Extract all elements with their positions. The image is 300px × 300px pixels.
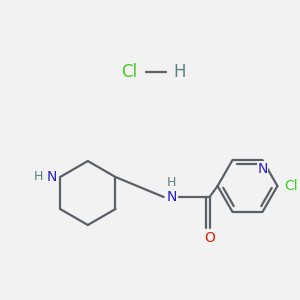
Text: Cl: Cl <box>285 179 298 193</box>
Text: H: H <box>167 176 176 190</box>
Text: O: O <box>204 231 215 245</box>
Text: Cl: Cl <box>122 63 138 81</box>
Text: N: N <box>47 170 57 184</box>
Text: H: H <box>174 63 186 81</box>
Text: N: N <box>257 162 268 176</box>
Text: H: H <box>34 170 43 184</box>
Text: N: N <box>167 190 177 204</box>
